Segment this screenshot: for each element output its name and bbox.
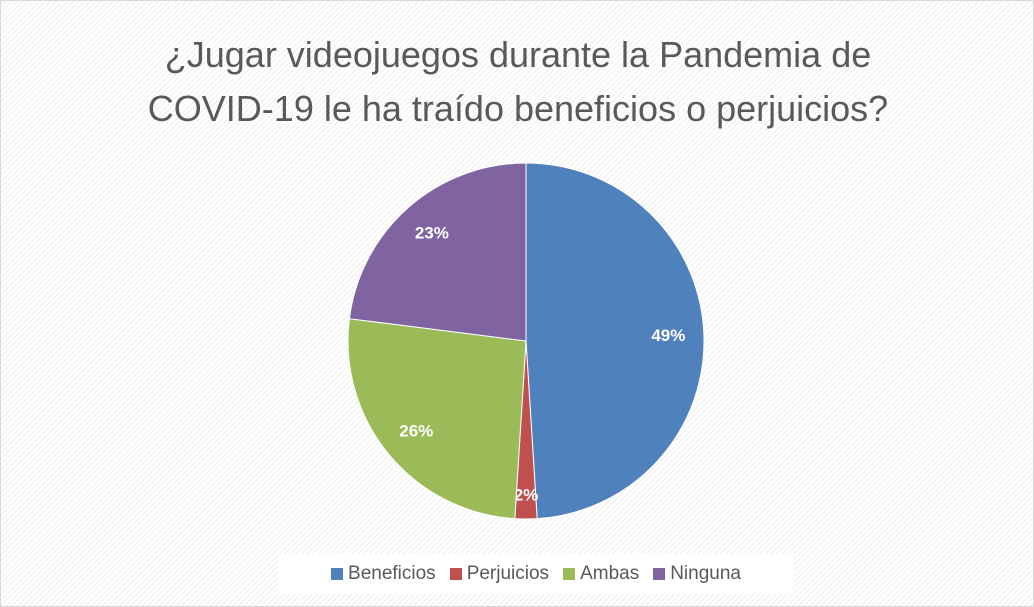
legend-item: Beneficios xyxy=(331,563,436,585)
legend-swatch xyxy=(449,568,462,580)
legend-label: Perjuicios xyxy=(466,563,550,584)
chart-title: ¿Jugar videojuegos durante la Pandemia d… xyxy=(147,34,889,129)
legend-label: Ambas xyxy=(580,563,640,584)
data-label: 26% xyxy=(399,421,433,440)
legend-swatch xyxy=(563,568,576,580)
pie-slice xyxy=(347,318,527,520)
legend-swatch xyxy=(331,568,344,580)
legend-label: Beneficios xyxy=(348,563,436,584)
data-label: 49% xyxy=(651,326,685,345)
data-label: 23% xyxy=(415,224,449,243)
legend-item: Ninguna xyxy=(653,563,741,585)
legend-item: Ambas xyxy=(563,563,639,585)
legend: Beneficios Perjuicios Ambas Ninguna xyxy=(278,554,794,594)
legend-item: Perjuicios xyxy=(449,563,550,585)
legend-swatch xyxy=(653,568,666,580)
pie-slice xyxy=(525,162,705,520)
pie-slice xyxy=(348,162,527,342)
legend-label: Ninguna xyxy=(670,563,741,584)
data-label: 2% xyxy=(514,485,539,504)
